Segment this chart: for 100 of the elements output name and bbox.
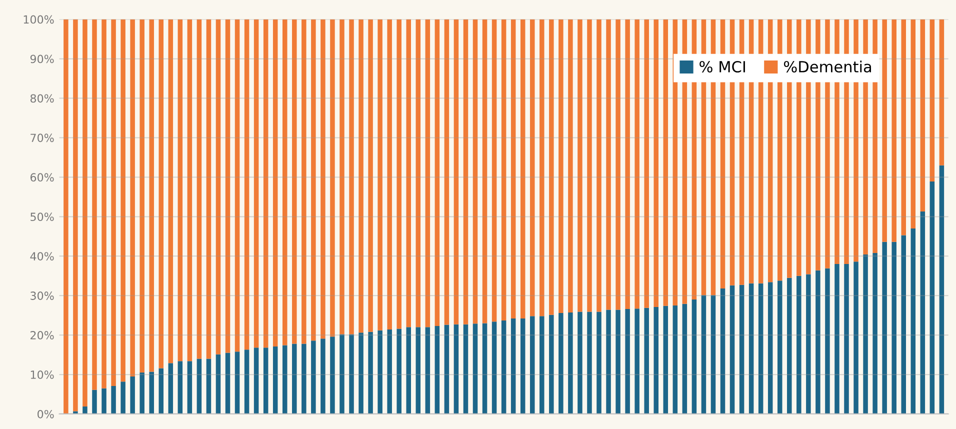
bar — [882, 242, 887, 414]
bar — [834, 264, 840, 414]
bar — [387, 19, 392, 330]
bar — [920, 212, 926, 414]
bar — [920, 19, 926, 212]
bar — [748, 283, 754, 414]
bar — [92, 390, 97, 414]
bar — [73, 19, 78, 412]
bar — [872, 252, 878, 414]
y-tick-label: 30% — [30, 292, 54, 300]
bar — [216, 354, 221, 414]
bar — [396, 19, 402, 329]
bar — [206, 19, 212, 359]
bar — [616, 310, 620, 414]
bar — [606, 19, 611, 310]
bar — [387, 330, 392, 414]
bar — [530, 19, 535, 316]
y-tick-label: 40% — [30, 252, 54, 260]
y-tick-label: 10% — [30, 370, 54, 379]
bar — [282, 19, 288, 346]
bar — [530, 316, 535, 414]
bar — [463, 19, 468, 324]
bar — [672, 305, 678, 414]
bar — [939, 165, 944, 414]
bar — [187, 19, 192, 362]
bar — [644, 19, 649, 308]
bar — [910, 228, 916, 414]
bar — [416, 19, 421, 328]
bar — [578, 19, 582, 312]
bar — [416, 327, 421, 414]
bar — [939, 19, 944, 166]
bar — [340, 19, 344, 334]
bar — [396, 328, 402, 414]
bar — [302, 19, 306, 344]
bar — [710, 295, 716, 414]
bar — [73, 411, 78, 414]
bar — [596, 19, 602, 312]
bar — [654, 307, 658, 414]
bar — [272, 346, 278, 414]
bar — [225, 352, 230, 414]
bar — [758, 283, 764, 414]
bar — [120, 382, 126, 414]
bar — [625, 19, 630, 309]
bar — [330, 19, 335, 337]
bar — [549, 19, 554, 315]
bar — [501, 320, 506, 414]
bar — [254, 19, 259, 348]
bar — [425, 327, 430, 414]
bar — [311, 340, 316, 414]
bar — [616, 19, 620, 310]
bar — [606, 310, 611, 414]
bar — [158, 19, 164, 368]
bar — [168, 363, 174, 414]
bar — [102, 388, 106, 414]
bar — [254, 348, 259, 414]
bar — [368, 19, 373, 332]
bar — [482, 323, 488, 414]
bar — [720, 288, 726, 414]
bar — [806, 274, 811, 414]
bar — [340, 334, 344, 414]
bar — [358, 332, 364, 414]
bar — [520, 318, 526, 414]
bar — [120, 19, 126, 382]
bar — [682, 304, 688, 414]
bar — [892, 242, 896, 414]
bar — [168, 19, 174, 364]
y-tick-label: 70% — [30, 134, 54, 142]
bar — [64, 19, 68, 414]
bar — [692, 300, 697, 414]
bar — [434, 19, 440, 326]
legend-label: % MCI — [700, 60, 745, 73]
bar — [378, 330, 382, 414]
bar — [520, 19, 526, 318]
bar — [825, 268, 830, 414]
bar — [768, 282, 773, 414]
bar — [787, 278, 792, 414]
bar — [216, 19, 221, 354]
bar — [816, 270, 820, 414]
bar — [730, 285, 735, 414]
bar — [501, 19, 506, 320]
bar — [930, 19, 935, 182]
y-tick-label: 60% — [30, 173, 54, 182]
bar — [444, 324, 450, 414]
bar — [472, 324, 478, 414]
bar — [510, 318, 516, 414]
bar — [244, 350, 250, 414]
bar — [234, 352, 240, 414]
bar — [739, 284, 744, 414]
bar — [549, 314, 554, 414]
bar — [482, 19, 488, 324]
bar — [492, 19, 497, 322]
bar — [578, 312, 582, 414]
bar — [244, 19, 250, 350]
bar — [663, 19, 668, 306]
bar — [368, 332, 373, 414]
bar — [492, 322, 497, 414]
bar — [882, 19, 887, 242]
bar — [302, 344, 306, 414]
bar — [854, 262, 858, 414]
bar — [140, 372, 144, 414]
